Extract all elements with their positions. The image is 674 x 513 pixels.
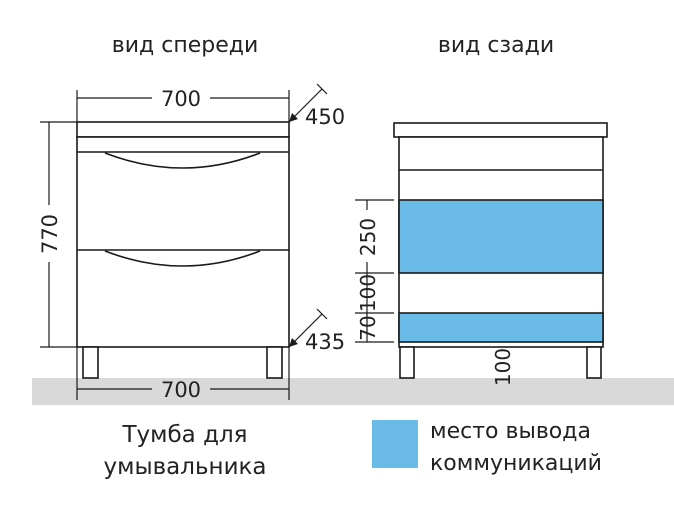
dim-depth-top: 450	[305, 105, 345, 129]
legend-line2: коммуникаций	[430, 451, 602, 476]
back-view-title: вид сзади	[438, 33, 554, 58]
dim-gap: 100	[356, 274, 380, 312]
legend-line1: место вывода	[430, 419, 591, 444]
cabinet-body-front	[76, 136, 290, 348]
countertop-back	[393, 122, 608, 138]
drawer1-handle-curve	[104, 152, 261, 169]
caption-line1: Тумба для	[121, 422, 247, 448]
dim-width-top: 700	[161, 87, 201, 111]
communication-zone-lower	[398, 312, 604, 343]
dim-height: 770	[38, 214, 62, 254]
caption-line2: умывальника	[104, 454, 267, 480]
front-view: 700 450 770 435 700	[38, 83, 345, 402]
communication-zone-upper	[398, 199, 604, 274]
drawer2-handle-curve	[104, 250, 261, 267]
floor-band	[32, 378, 674, 405]
dim-zone-upper: 250	[356, 218, 380, 256]
leg-left-back	[399, 346, 415, 379]
dim-leg-height: 100	[491, 348, 515, 386]
leg-right-back	[586, 346, 602, 379]
countertop-front	[76, 121, 290, 138]
dim-depth-bottom: 435	[305, 330, 345, 354]
dim-width-bottom: 700	[161, 378, 201, 402]
dim-zone-lower: 70	[356, 315, 380, 340]
leg-right-front	[266, 346, 283, 379]
front-view-title: вид спереди	[112, 33, 259, 58]
back-view: 250 100 70 100	[355, 122, 608, 386]
legend-swatch	[372, 420, 418, 468]
leg-left-front	[82, 346, 99, 379]
